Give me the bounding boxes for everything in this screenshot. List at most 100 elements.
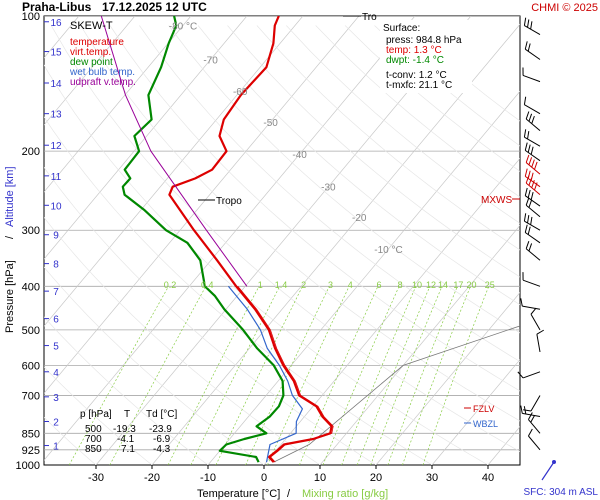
altitude-tick-label: 13 [50,110,62,121]
surface-title: Surface: [383,23,420,34]
x-tick-label: -10 [200,472,216,484]
wind-barb-staff [524,25,541,36]
wind-barb-flag [530,21,533,30]
surface-info: Surface: press: 984.8 hPa temp: 1.3 °C d… [380,20,472,93]
isotherm-label: -30 [321,183,336,194]
mixing-ratio-label: 12 [426,280,436,290]
wind-barb-flag [536,329,545,335]
wind-barb-flag [527,226,531,235]
dry-adiabat [109,25,520,392]
pressure-tick-label: 300 [22,225,40,237]
mixing-ratio-line [167,286,260,465]
wind-barb-flag [527,144,531,153]
wind-barb-flag [525,175,530,184]
wet-bulb-line [227,285,303,463]
altitude-tick-label: 14 [50,79,62,90]
wind-barb-staff [524,104,541,115]
isotherm-line [44,16,304,327]
freezing-level-label: FZLV [473,404,494,414]
mixing-ratio-label: 0.4 [201,280,214,290]
wind-barb-flag [528,177,533,186]
wind-barb-flag [524,168,528,177]
y-axis-separator: / [4,235,16,239]
surface-wind-dot [552,460,556,464]
x-tick-label: 0 [261,472,267,484]
dry-adiabat [44,416,97,465]
observation-time: 17.12.2025 12 UTC [102,0,207,14]
mixing-ratio-line [402,286,471,465]
wind-barb-flag [520,405,523,414]
wind-barb-flag [528,243,533,252]
wind-barb-staff [528,435,541,451]
altitude-tick-label: 8 [53,260,59,271]
wind-barb-flag [527,189,531,198]
wind-barb-flag [527,43,531,52]
wind-barb-staff [524,149,541,162]
isotherm-label: -60 [233,87,248,98]
altitude-tick-label: 11 [51,172,62,183]
mixing-ratio-label: 25 [485,280,495,290]
wind-barb-flag [530,216,533,225]
legend-title: SKEW-T [70,20,113,32]
altitude-tick-label: 7 [53,287,59,298]
wind-barb-staff [530,313,541,331]
wind-barb-staff [525,118,541,132]
mixing-ratio-label: 14 [438,280,448,290]
wind-barb-flag [530,307,537,315]
wind-barb-staff [525,204,541,218]
wind-barb-flag [527,131,530,140]
pressure-tick-label: 100 [22,11,40,23]
table-cell: 7.1 [121,444,135,455]
surface-info-background [380,20,472,93]
wind-barb-staff [525,162,541,175]
surface-parcel-line [273,325,520,463]
pressure-tick-label: 925 [22,445,40,457]
wind-barb-flag [524,41,528,50]
table-cell: 700 [85,434,102,445]
x-axis-separator: / [287,488,291,500]
legend-updraft-virtual-temp: udpraft v.temp. [70,77,136,88]
pressure-tick-label: 200 [22,146,40,158]
mixing-ratio-label: 4 [348,280,353,290]
altitude-tick-label: 5 [53,342,59,353]
wind-barb-flag [523,213,527,222]
wind-barb-staff [522,371,541,379]
wind-barb-flag [517,371,524,379]
isotherm-line [319,224,520,465]
wind-barb-flag [527,412,533,420]
pressure-tick-label: 700 [22,390,40,402]
wind-barb-flag [524,142,528,151]
x-axis-title: Temperature [°C] / Mixing ratio [g/kg] [197,488,388,500]
dry-adiabat [227,25,520,278]
axes: 0.2 0.4 1 1.4 2 3 4 6 8 10 12 14 17 20 25-80 °C-70-60-… [16,11,495,484]
isotherm-line [44,16,360,394]
wind-barb-flag [528,157,533,166]
dry-adiabat [44,366,153,465]
table-cell: 500 [85,424,102,435]
dry-adiabat [286,25,520,224]
table-cell: -6.9 [153,434,171,445]
wind-barb-staff [522,279,541,287]
altitude-tick-label: 12 [50,141,62,152]
altitude-tick-label: 16 [50,18,62,29]
wind-barb-staff [524,48,541,60]
legend-temperature: temperature [70,37,124,48]
wind-barb-flag [524,224,528,233]
isotherm-label: -10 °C [374,245,402,256]
altitude-tick-label: 2 [53,417,59,428]
table-cell: -4.1 [117,434,135,445]
x-axis-label: Temperature [°C] [197,488,280,500]
wind-barb-flag [525,197,530,206]
wet-bulb-zero-label: WBZL [473,419,498,429]
upper-tropopause-label: Tro [362,12,377,23]
sounding-table: p [hPa] T Td [°C] 500 -19.3 -23.9 700 -4… [80,409,177,455]
wind-barb-flag [523,406,527,415]
pressure-tick-label: 850 [22,428,40,440]
wind-barb-staff [524,136,541,147]
wind-barb-flag [520,298,523,307]
wind-barb-staff [524,232,541,244]
isotherm-line [0,16,23,465]
mixing-ratio-line [245,286,330,465]
wind-barb-staff [522,305,541,310]
